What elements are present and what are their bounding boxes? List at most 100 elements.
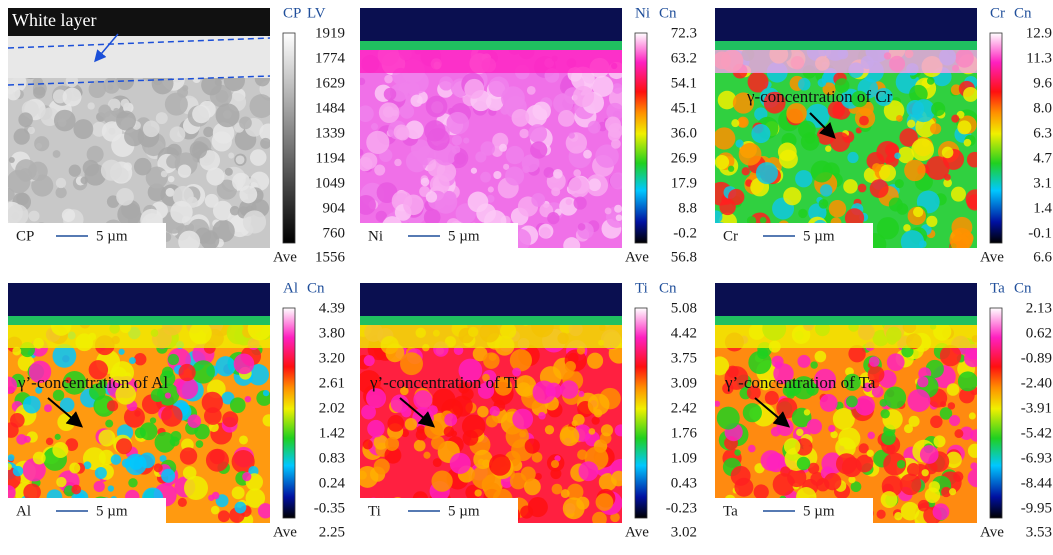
map-blob	[232, 486, 245, 499]
map-blob	[249, 94, 273, 118]
map-blob	[54, 110, 76, 132]
map-blob	[56, 477, 66, 487]
map-blob	[463, 138, 469, 144]
scale-label: 4.39	[319, 300, 345, 316]
map-blob	[182, 85, 188, 91]
color-bar	[283, 308, 295, 518]
map-blob	[820, 184, 832, 196]
map-blob	[107, 84, 113, 90]
map-blob	[610, 172, 627, 189]
map-blob	[774, 361, 781, 368]
scale-label: 63.2	[671, 50, 697, 66]
map-blob	[894, 512, 902, 520]
color-bar	[635, 308, 647, 518]
map-blob	[95, 467, 107, 479]
map-blob	[228, 153, 234, 159]
scale-label: -0.1	[1028, 225, 1052, 241]
map-blob	[819, 199, 829, 209]
scale-label: 4.7	[1033, 150, 1052, 166]
map-blob	[568, 176, 589, 197]
map-blob	[743, 403, 762, 422]
map-blob	[165, 392, 171, 398]
map-blob	[230, 397, 246, 413]
map-blob	[829, 200, 846, 217]
map-blob	[488, 186, 494, 192]
map-blob	[551, 460, 559, 468]
map-blob	[385, 437, 399, 451]
map-blob	[212, 492, 220, 500]
scale-label: -2.40	[1021, 375, 1052, 391]
map-blob	[591, 417, 599, 425]
map-blob	[263, 390, 269, 396]
map-blob	[501, 86, 525, 110]
map-blob	[56, 178, 66, 188]
scale-label: 11.3	[1026, 50, 1052, 66]
map-blob	[896, 115, 903, 122]
map-blob	[611, 471, 627, 487]
map-blob	[358, 157, 372, 171]
map-blob	[129, 357, 136, 364]
map-blob	[904, 160, 925, 181]
map-blob	[560, 426, 580, 446]
map-blob	[907, 389, 930, 412]
map-blob	[108, 485, 114, 491]
map-blob	[134, 353, 146, 365]
scale-label: 8.0	[1033, 100, 1052, 116]
map-blob	[33, 77, 43, 87]
map-blob	[715, 155, 729, 169]
map-blob	[6, 86, 20, 100]
map-blob	[225, 168, 233, 176]
map-blob	[761, 450, 782, 471]
map-panel: Ta5 µmTaCn2.130.62-0.89-2.40-3.91-5.42-6…	[710, 280, 1052, 540]
map-blob	[968, 469, 987, 488]
map-blob	[13, 466, 24, 477]
map-blob	[89, 81, 106, 98]
map-blob	[0, 377, 17, 394]
scale-label: 9.6	[1033, 75, 1052, 91]
map-blob	[901, 502, 920, 521]
scalebar-element: Ni	[368, 228, 383, 244]
map-blob	[406, 71, 429, 94]
map-blob	[816, 478, 829, 491]
map-blob	[44, 404, 52, 412]
top-green	[360, 315, 622, 325]
scale-label: -0.35	[314, 500, 345, 516]
map-blob	[846, 396, 858, 408]
map-blob	[423, 452, 430, 459]
map-image	[355, 283, 632, 533]
map-blob	[56, 187, 67, 198]
map-blob	[573, 169, 581, 177]
map-blob	[1, 188, 14, 201]
map-blob	[165, 93, 188, 116]
map-blob	[394, 124, 409, 139]
map-blob	[46, 438, 53, 445]
map-blob	[364, 355, 375, 366]
map-blob	[532, 102, 551, 121]
map-blob	[134, 158, 152, 176]
map-blob	[949, 415, 960, 426]
scale-label: 0.43	[671, 475, 697, 491]
scale-label: 3.09	[671, 375, 697, 391]
map-blob	[444, 413, 457, 426]
map-blob	[778, 142, 797, 161]
map-blob	[550, 468, 561, 479]
annotation: γ’-concentration of Ta	[724, 373, 876, 392]
map-blob	[877, 217, 899, 239]
map-blob	[433, 458, 442, 467]
scalebar-label: 5 µm	[448, 228, 480, 244]
map-blob	[121, 99, 130, 108]
map-blob	[119, 349, 125, 355]
map-blob	[206, 449, 229, 472]
ave-label: Ave	[273, 524, 297, 540]
map-blob	[356, 195, 376, 215]
scale-label: -6.93	[1021, 450, 1052, 466]
scale-label: 1484	[315, 100, 346, 116]
scale-label: 1774	[315, 50, 346, 66]
map-blob	[33, 452, 46, 465]
scale-label: -5.42	[1021, 425, 1052, 441]
layer-band	[715, 48, 977, 73]
map-blob	[756, 162, 778, 184]
map-blob	[578, 391, 584, 397]
scale-label: 4.42	[671, 325, 697, 341]
element-label: Cr	[990, 5, 1005, 21]
